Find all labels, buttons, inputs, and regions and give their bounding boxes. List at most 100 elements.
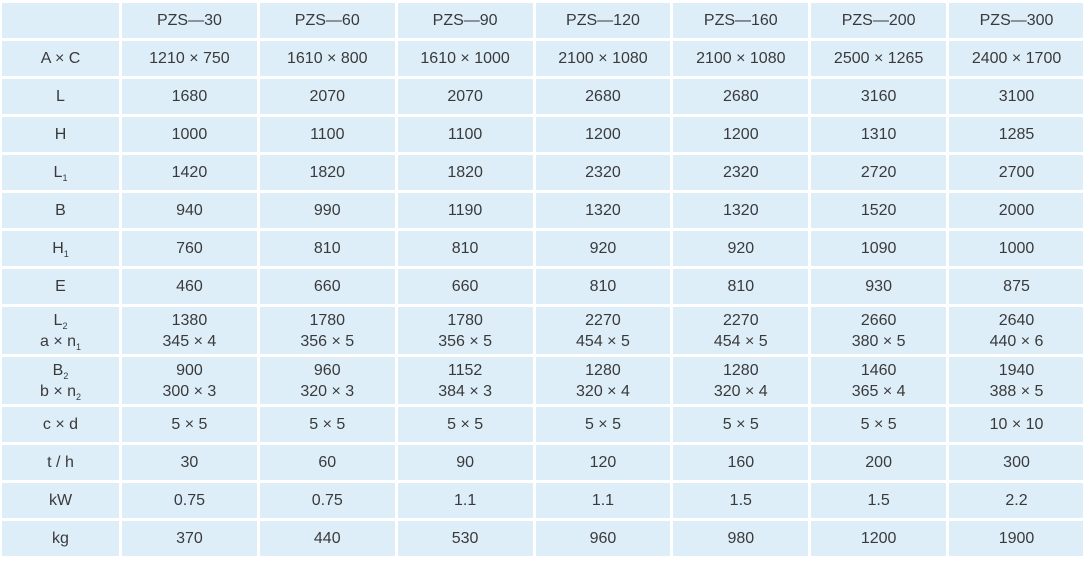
value-cell: 1200 xyxy=(673,117,809,152)
cell-value: 960 xyxy=(589,529,617,547)
value-cell: 5 × 5 xyxy=(535,407,671,442)
cell-value: 660 xyxy=(451,277,479,295)
value-cell: 2500 × 1265 xyxy=(811,41,947,76)
value-cell: 2100 × 1080 xyxy=(535,41,671,76)
value-cell: 90 xyxy=(397,445,533,480)
row-label: c × d xyxy=(2,415,119,435)
value-cell: 530 xyxy=(397,521,533,556)
value-cell: 2320 xyxy=(673,155,809,190)
value-cell: 1280 320 × 4 xyxy=(673,357,809,404)
value-cell: 1200 xyxy=(535,117,671,152)
cell-value: 1090 xyxy=(860,239,897,257)
value-cell: 0.75 xyxy=(259,483,395,518)
cell-value: 2660 xyxy=(860,311,897,329)
cell-value: 2400 × 1700 xyxy=(971,49,1062,67)
value-cell: 2680 xyxy=(673,79,809,114)
row-label: b × n2 xyxy=(2,381,119,402)
row-label: t / h xyxy=(2,453,119,473)
cell-value: 300 xyxy=(1003,453,1030,471)
header-cell-model: PZS—60 xyxy=(259,3,395,38)
cell-value: 2270 xyxy=(723,311,759,329)
value-cell: 5 × 5 xyxy=(673,407,809,442)
value-cell: 1820 xyxy=(259,155,395,190)
value-cell: 660 xyxy=(397,269,533,304)
cell-value: 1100 xyxy=(447,125,483,143)
row-label-main: A × C xyxy=(40,49,81,67)
cell-value: 5 × 5 xyxy=(584,415,621,433)
cell-value: 1900 xyxy=(998,529,1035,547)
cell-value: 1100 xyxy=(310,125,345,143)
cell-value: 5 × 5 xyxy=(722,415,759,433)
row-label-cell: A × C xyxy=(2,41,119,76)
value-cell: 960 xyxy=(535,521,671,556)
value-cell: 0.75 xyxy=(122,483,257,518)
cell-value: 454 × 5 xyxy=(713,332,768,350)
cell-value: 454 × 5 xyxy=(576,332,630,350)
cell-value: 2500 × 1265 xyxy=(833,49,924,67)
row-label-main: L xyxy=(53,311,63,329)
cell-value: 2100 × 1080 xyxy=(558,49,648,67)
row-label-cell: E xyxy=(2,269,119,304)
value-cell: 1780 356 × 5 xyxy=(259,307,395,354)
value-cell: 1100 xyxy=(259,117,395,152)
cell-value: 810 xyxy=(727,277,755,295)
cell-value: 2070 xyxy=(447,87,483,105)
value-cell: 120 xyxy=(535,445,671,480)
cell-value: 930 xyxy=(865,277,892,295)
cell-value: 940 xyxy=(176,201,203,219)
table-row: L1 1420 1820 1820 2320 2320 2720 2700 xyxy=(2,155,1083,190)
cell-value: 1280 xyxy=(723,361,759,379)
value-cell: 60 xyxy=(259,445,395,480)
cell-value: 2640 xyxy=(998,311,1035,329)
cell-value: 320 × 4 xyxy=(713,382,768,400)
cell-value: 920 xyxy=(589,239,617,257)
header-cell-model: PZS—300 xyxy=(949,3,1083,38)
cell-value: 960 xyxy=(313,361,341,379)
value-cell: 1320 xyxy=(673,193,809,228)
value-cell: 920 xyxy=(535,231,671,266)
cell-value: 980 xyxy=(727,529,755,547)
row-label: B2 xyxy=(2,360,119,381)
cell-value: 300 × 3 xyxy=(162,382,217,400)
cell-value: 5 × 5 xyxy=(860,415,897,433)
cell-value: 1190 xyxy=(447,201,483,219)
value-cell: 1.1 xyxy=(535,483,671,518)
value-cell: 1310 xyxy=(811,117,947,152)
table-row: E 460 660 660 810 810 930 875 xyxy=(2,269,1083,304)
cell-value: 0.75 xyxy=(173,491,205,509)
value-cell: 1780 356 × 5 xyxy=(397,307,533,354)
cell-value: 1200 xyxy=(860,529,897,547)
cell-value: 440 xyxy=(313,529,341,547)
value-cell: 1900 xyxy=(949,521,1083,556)
cell-value: 160 xyxy=(727,453,755,471)
cell-value: 900 xyxy=(176,361,203,379)
value-cell: 3100 xyxy=(949,79,1083,114)
row-label-subscript: 1 xyxy=(76,341,82,352)
cell-value: 3100 xyxy=(998,87,1035,105)
cell-value: 356 × 5 xyxy=(438,332,493,350)
cell-value: 1460 xyxy=(860,361,897,379)
row-label: kW xyxy=(2,491,119,511)
value-cell: 5 × 5 xyxy=(811,407,947,442)
cell-value: 1310 xyxy=(860,125,897,143)
header-cell-model: PZS—90 xyxy=(397,3,533,38)
cell-value: 5 × 5 xyxy=(171,415,208,433)
header-cell-model: PZS—200 xyxy=(811,3,947,38)
cell-value: 1420 xyxy=(171,163,208,181)
cell-value: 2680 xyxy=(585,87,621,105)
cell-value: 60 xyxy=(318,453,337,471)
row-label-main: b × n xyxy=(39,382,76,400)
cell-value: 356 × 5 xyxy=(300,332,355,350)
value-cell: 1280 320 × 4 xyxy=(535,357,671,404)
row-label-cell: B2 b × n2 xyxy=(2,357,119,404)
value-cell: 5 × 5 xyxy=(397,407,533,442)
value-cell: 810 xyxy=(259,231,395,266)
cell-value: 200 xyxy=(865,453,892,471)
row-label: kg xyxy=(2,529,119,549)
row-label: L2 xyxy=(2,310,119,331)
row-label-cell: kW xyxy=(2,483,119,518)
row-label: A × C xyxy=(2,49,119,69)
row-label: L1 xyxy=(2,163,119,183)
value-cell: 2270 454 × 5 xyxy=(673,307,809,354)
